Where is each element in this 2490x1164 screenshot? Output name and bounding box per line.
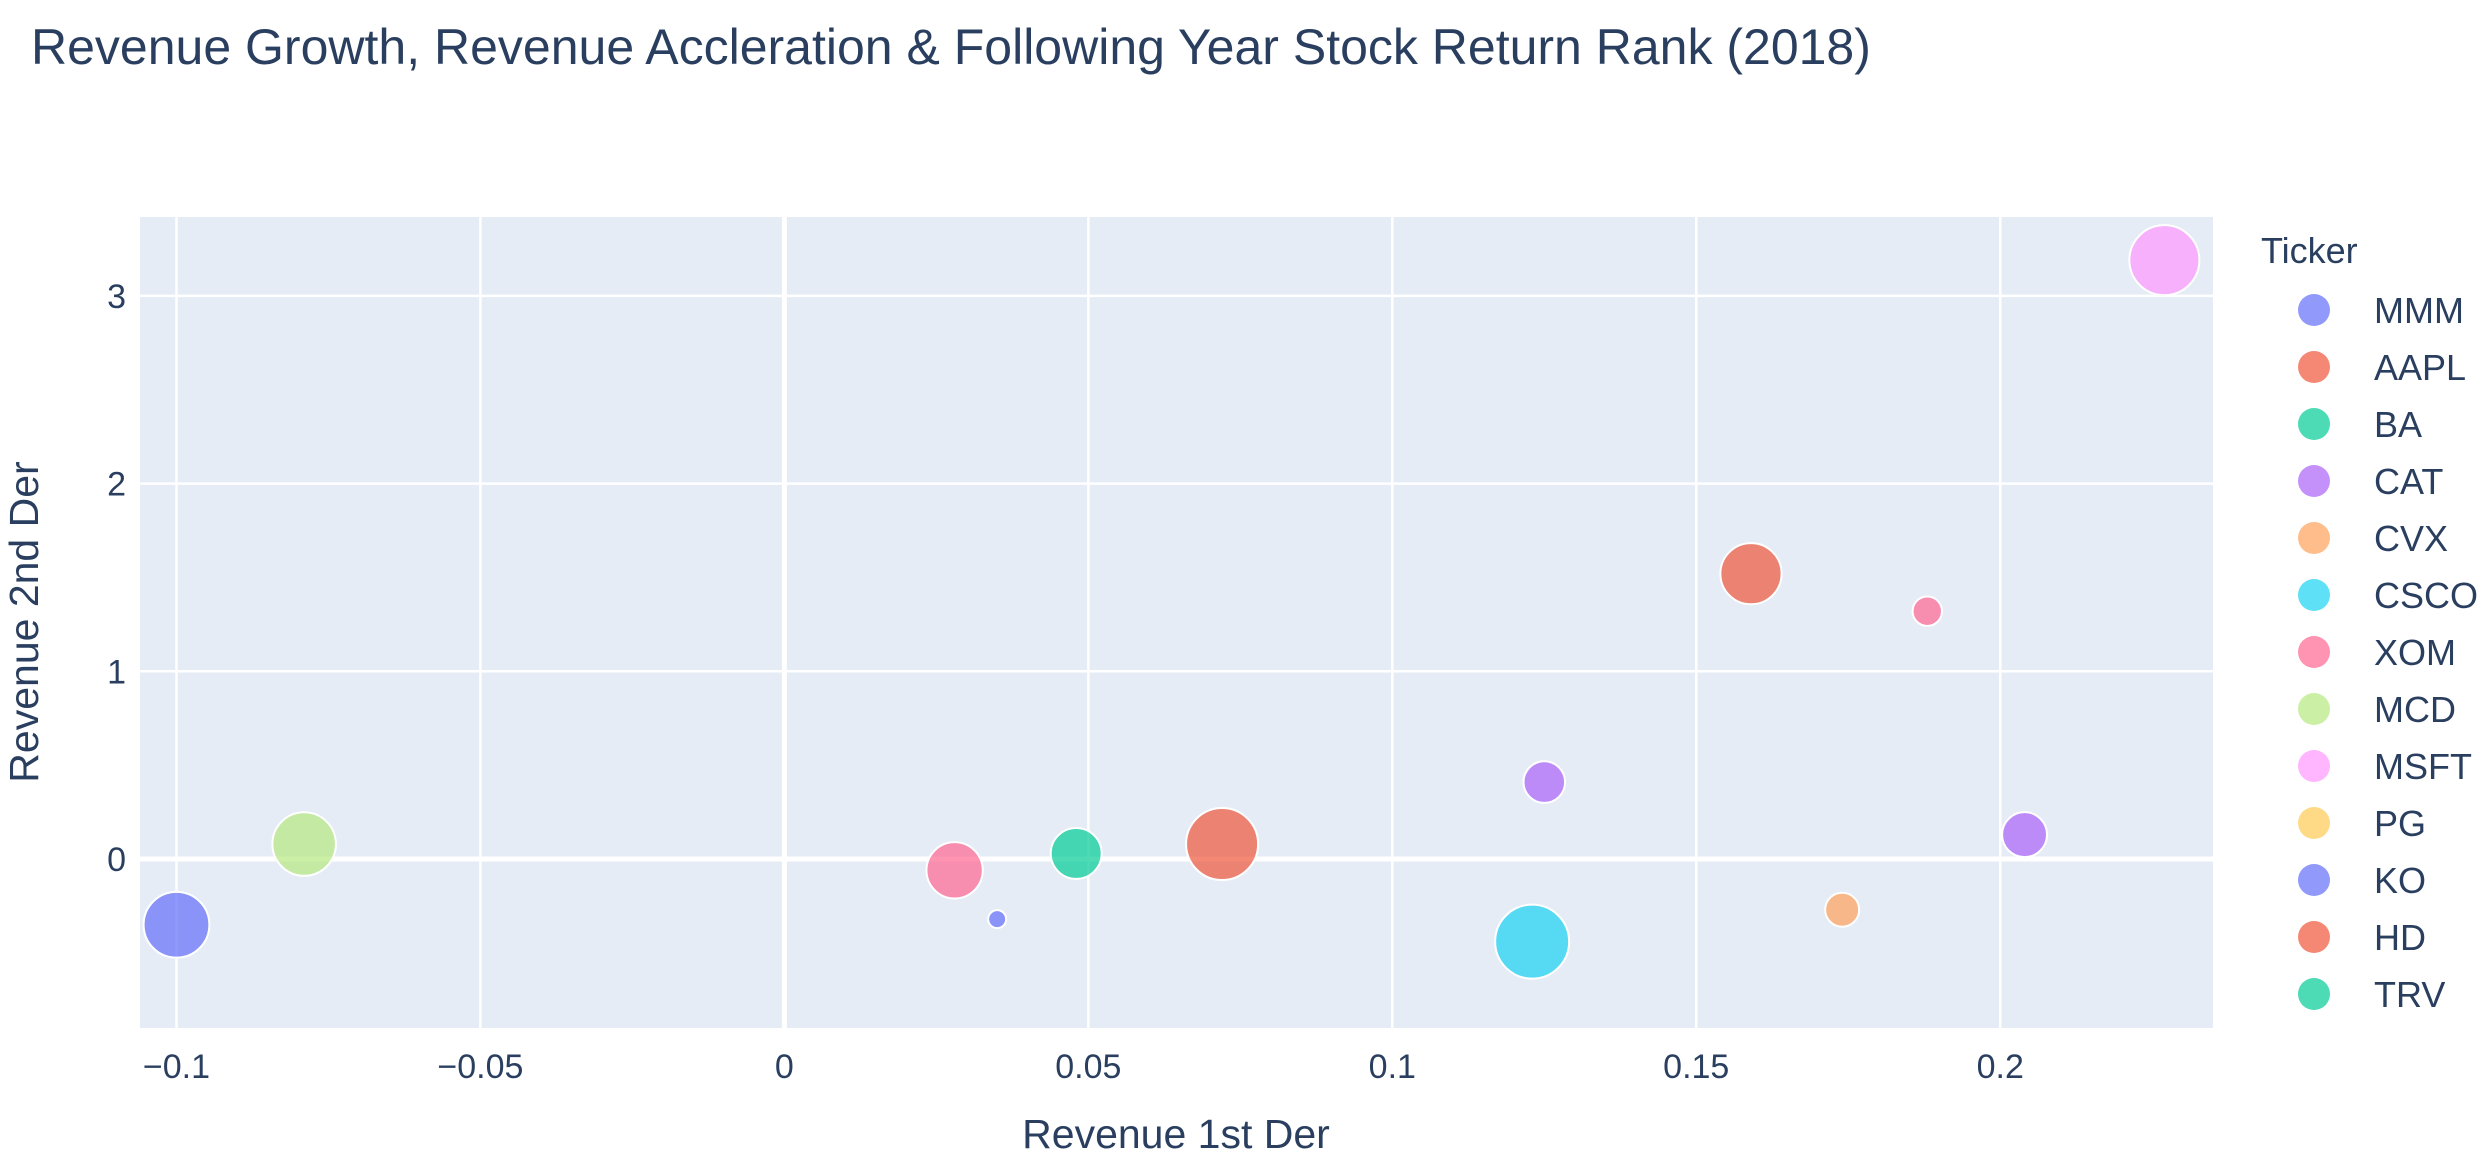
- legend-item-aapl[interactable]: AAPL: [2298, 347, 2466, 388]
- legend-marker: [2298, 693, 2330, 725]
- legend-marker: [2298, 978, 2330, 1010]
- y-tick-labels: 0 1 2 3: [107, 278, 126, 879]
- x-tick-label: 0.15: [1663, 1048, 1729, 1086]
- legend-item-csco[interactable]: CSCO: [2298, 575, 2478, 616]
- legend-marker: [2298, 807, 2330, 839]
- legend-label: HD: [2374, 917, 2426, 958]
- legend-item-trv[interactable]: TRV: [2298, 974, 2445, 1015]
- legend-item-mmm[interactable]: MMM: [2298, 290, 2464, 331]
- legend-label: MMM: [2374, 290, 2464, 331]
- legend-item-ba[interactable]: BA: [2298, 404, 2422, 445]
- legend-marker: [2298, 921, 2330, 953]
- legend-marker: [2298, 351, 2330, 383]
- x-tick-label: 0.2: [1977, 1048, 2024, 1086]
- data-point-csco[interactable]: [1494, 903, 1571, 980]
- legend-item-mcd[interactable]: MCD: [2298, 689, 2456, 730]
- legend-label: XOM: [2374, 632, 2456, 673]
- legend-marker: [2298, 636, 2330, 668]
- data-point-cvx[interactable]: [1824, 891, 1861, 928]
- data-point-cat[interactable]: [1522, 760, 1567, 804]
- legend-item-ko[interactable]: KO: [2298, 860, 2426, 901]
- legend-item-xom[interactable]: XOM: [2298, 632, 2456, 673]
- x-tick-label: −0.05: [437, 1048, 523, 1086]
- data-points: [142, 224, 2201, 980]
- data-point-xom[interactable]: [1911, 595, 1943, 627]
- legend-marker: [2298, 864, 2330, 896]
- legend-marker: [2298, 579, 2330, 611]
- chart-title: Revenue Growth, Revenue Accleration & Fo…: [31, 19, 1871, 75]
- x-tick-label: −0.1: [143, 1048, 210, 1086]
- legend-label: MCD: [2374, 689, 2456, 730]
- y-tick-label: 3: [107, 278, 126, 316]
- legend-label: CVX: [2374, 518, 2448, 559]
- legend-title: Ticker: [2261, 230, 2358, 271]
- y-tick-label: 0: [107, 841, 126, 879]
- x-tick-labels: −0.1 −0.05 0 0.05 0.1 0.15 0.2: [143, 1048, 2024, 1086]
- legend-label: KO: [2374, 860, 2426, 901]
- legend-label: TRV: [2374, 974, 2445, 1015]
- data-point-mmm[interactable]: [987, 909, 1008, 930]
- x-tick-label: 0.05: [1055, 1048, 1121, 1086]
- x-axis-title: Revenue 1st Der: [1022, 1111, 1330, 1157]
- legend-item-cvx[interactable]: CVX: [2298, 518, 2448, 559]
- plot-area-background: [140, 217, 2213, 1028]
- legend-label: MSFT: [2374, 746, 2472, 787]
- data-point-cat[interactable]: [2001, 811, 2049, 859]
- legend-item-cat[interactable]: CAT: [2298, 461, 2443, 502]
- data-point-ba[interactable]: [1049, 826, 1103, 880]
- legend-marker: [2298, 294, 2330, 326]
- y-tick-label: 2: [107, 466, 126, 504]
- legend-marker: [2298, 522, 2330, 554]
- y-tick-label: 1: [107, 653, 126, 691]
- legend-label: AAPL: [2374, 347, 2466, 388]
- data-point-msft[interactable]: [2128, 224, 2201, 297]
- x-tick-label: 0: [775, 1048, 794, 1086]
- legend[interactable]: Ticker MMM AAPL BA CAT CVX CSCO XOM MCD MSFT PG KO…: [2261, 230, 2478, 1015]
- legend-label: BA: [2374, 404, 2422, 445]
- legend-item-hd[interactable]: HD: [2298, 917, 2426, 958]
- y-axis-title: Revenue 2nd Der: [1, 461, 47, 782]
- legend-label: CAT: [2374, 461, 2443, 502]
- legend-label: PG: [2374, 803, 2426, 844]
- data-point-ko[interactable]: [142, 890, 211, 959]
- legend-item-pg[interactable]: PG: [2298, 803, 2426, 844]
- legend-marker: [2298, 465, 2330, 497]
- data-point-mcd[interactable]: [271, 811, 337, 877]
- legend-label: CSCO: [2374, 575, 2478, 616]
- legend-marker: [2298, 408, 2330, 440]
- y-gridlines: [140, 294, 2213, 862]
- legend-marker: [2298, 750, 2330, 782]
- data-point-hd[interactable]: [1185, 807, 1260, 882]
- x-gridlines: [175, 217, 2002, 1028]
- data-point-aapl[interactable]: [1719, 542, 1783, 606]
- legend-item-msft[interactable]: MSFT: [2298, 746, 2472, 787]
- x-tick-label: 0.1: [1369, 1048, 1416, 1086]
- data-point-xom[interactable]: [925, 841, 984, 900]
